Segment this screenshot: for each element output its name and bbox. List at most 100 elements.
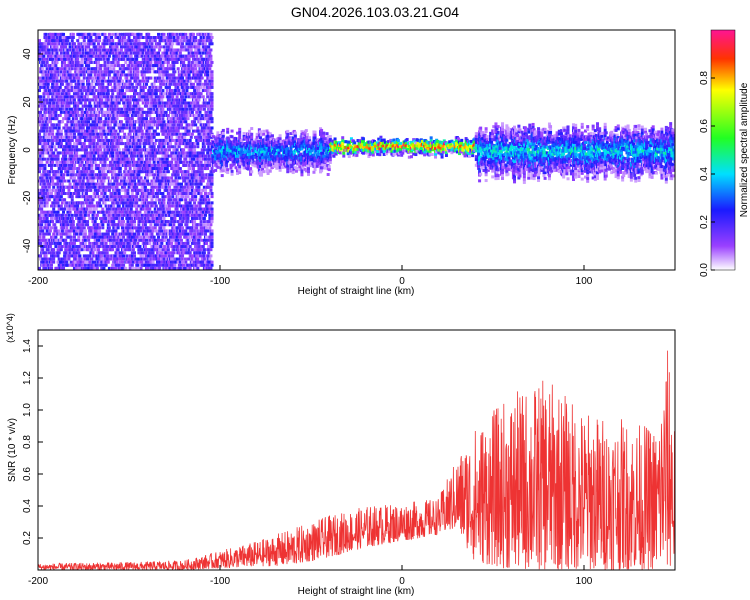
heatmap-cell: [81, 195, 85, 199]
heatmap-cell: [154, 60, 158, 64]
heatmap-cell: [52, 89, 56, 93]
heatmap-cell: [62, 135, 66, 139]
heatmap-cell: [152, 48, 156, 52]
heatmap-cell: [100, 167, 104, 171]
heatmap-cell: [140, 248, 144, 252]
heatmap-cell: [111, 232, 115, 236]
heatmap-cell: [67, 89, 71, 93]
heatmap-cell: [154, 101, 158, 105]
heatmap-cell: [148, 232, 152, 236]
heatmap-cell: [39, 220, 43, 224]
heatmap-cell: [125, 179, 129, 183]
heatmap-cell: [118, 32, 122, 36]
heatmap-cell: [102, 138, 106, 142]
heatmap-cell: [102, 45, 106, 49]
heatmap-cell: [54, 110, 58, 114]
heatmap-cell: [60, 192, 64, 195]
heatmap-cell: [158, 263, 162, 267]
heatmap-cell: [66, 85, 70, 89]
heatmap-cell: [140, 79, 144, 83]
heatmap-cell: [51, 132, 55, 136]
heatmap-cell: [77, 266, 81, 270]
heatmap-cell: [39, 163, 43, 167]
heatmap-cell: [38, 89, 41, 93]
heatmap-cell: [108, 67, 112, 71]
heatmap-cell: [39, 142, 43, 146]
heatmap-cell: [100, 76, 104, 80]
heatmap-cell: [122, 51, 126, 55]
heatmap-cell: [71, 60, 75, 64]
heatmap-cell: [96, 210, 100, 214]
heatmap-cell: [48, 114, 52, 117]
heatmap-cell: [160, 114, 164, 117]
heatmap-cell: [96, 163, 100, 167]
heatmap-cell: [60, 229, 64, 233]
heatmap-cell: [148, 235, 152, 239]
heatmap-cell: [117, 263, 121, 267]
heatmap-cell: [50, 254, 54, 258]
heatmap-cell: [98, 251, 102, 255]
heatmap-cell: [153, 151, 157, 155]
heatmap-cell: [150, 204, 154, 208]
heatmap-cell: [111, 132, 115, 136]
heatmap-cell: [105, 157, 109, 161]
heatmap-cell: [126, 95, 130, 99]
heatmap-cell: [123, 179, 127, 183]
heatmap-cell: [108, 76, 112, 80]
heatmap-cell: [129, 207, 133, 211]
heatmap-cell: [130, 179, 134, 183]
heatmap-cell: [77, 220, 81, 224]
heatmap-cell: [63, 51, 67, 55]
heatmap-cell: [70, 64, 74, 68]
heatmap-cell: [98, 36, 102, 39]
heatmap-cell: [110, 36, 114, 39]
heatmap-cell: [120, 129, 124, 133]
heatmap-cell: [164, 185, 168, 189]
heatmap-cell: [48, 257, 52, 261]
heatmap-cell: [39, 241, 43, 245]
heatmap-cell: [75, 179, 79, 183]
heatmap-cell: [147, 201, 151, 205]
heatmap-cell: [114, 210, 118, 214]
heatmap-cell: [161, 154, 165, 158]
heatmap-cell: [139, 32, 143, 36]
heatmap-cell: [157, 254, 161, 258]
heatmap-cell: [119, 120, 123, 124]
heatmap-cell: [47, 185, 51, 189]
heatmap-cell: [78, 64, 82, 68]
heatmap-cell: [101, 32, 105, 36]
heatmap-cell: [98, 201, 102, 205]
heatmap-cell: [118, 129, 122, 133]
heatmap-cell: [142, 73, 146, 77]
heatmap-cell: [90, 163, 94, 167]
heatmap-cell: [153, 76, 157, 80]
heatmap-cell: [94, 89, 98, 93]
heatmap-cell: [80, 107, 84, 111]
heatmap-cell: [88, 245, 92, 249]
heatmap-cell: [159, 216, 163, 220]
heatmap-cell: [51, 220, 55, 224]
heatmap-cell: [150, 42, 154, 46]
heatmap-cell: [118, 170, 122, 174]
heatmap-cell: [143, 42, 147, 46]
heatmap-cell: [114, 76, 118, 80]
heatmap-cell: [130, 120, 134, 124]
heatmap-cell: [79, 260, 83, 264]
heatmap-cell: [63, 117, 67, 121]
heatmap-cell: [84, 198, 88, 202]
heatmap-cell: [77, 42, 81, 46]
heatmap-cell: [128, 232, 132, 236]
heatmap-cell: [102, 248, 106, 252]
heatmap-cell: [81, 126, 85, 130]
heatmap-cell: [59, 263, 63, 267]
heatmap-cell: [140, 114, 144, 117]
heatmap-cell: [128, 120, 132, 124]
heatmap-cell: [70, 123, 74, 127]
heatmap-cell: [75, 51, 79, 55]
heatmap-cell: [95, 266, 99, 270]
heatmap-cell: [154, 138, 158, 142]
heatmap-cell: [71, 179, 75, 183]
heatmap-cell: [50, 167, 54, 171]
heatmap-cell: [113, 89, 117, 93]
heatmap-cell: [139, 176, 143, 180]
